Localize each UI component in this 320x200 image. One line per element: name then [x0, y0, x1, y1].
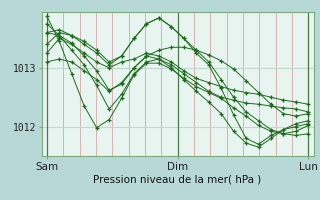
- X-axis label: Pression niveau de la mer( hPa ): Pression niveau de la mer( hPa ): [93, 174, 262, 184]
